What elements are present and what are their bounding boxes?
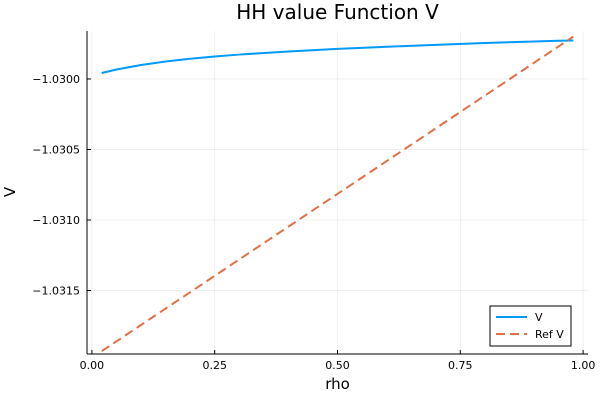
- series-line-ref-v: [101, 35, 574, 353]
- series-lines: [101, 35, 574, 353]
- x-axis-label: rho: [325, 375, 350, 393]
- y-ticks: −1.0300 −1.0305 −1.0310 −1.0315: [32, 73, 91, 298]
- legend-label-v: V: [535, 311, 543, 324]
- y-axis-label: V: [1, 186, 19, 197]
- y-tick-label: −1.0305: [32, 143, 80, 156]
- legend-label-ref-v: Ref V: [535, 328, 564, 341]
- x-tick-label: 1.00: [571, 359, 596, 372]
- x-tick-label: 0.00: [80, 359, 105, 372]
- x-tick-label: 0.50: [325, 359, 350, 372]
- legend-box: [489, 305, 572, 347]
- chart-title: HH value Function V: [236, 0, 439, 24]
- x-tick-label: 0.75: [448, 359, 473, 372]
- grid-lines: [87, 31, 588, 354]
- y-tick-label: −1.0300: [32, 73, 80, 86]
- y-tick-label: −1.0310: [32, 214, 80, 227]
- x-tick-label: 0.25: [202, 359, 227, 372]
- series-line-v: [101, 39, 574, 75]
- y-tick-label: −1.0315: [32, 285, 80, 298]
- legend: V Ref V: [489, 305, 572, 347]
- x-ticks: 0.00 0.25 0.50 0.75 1.00: [80, 350, 596, 372]
